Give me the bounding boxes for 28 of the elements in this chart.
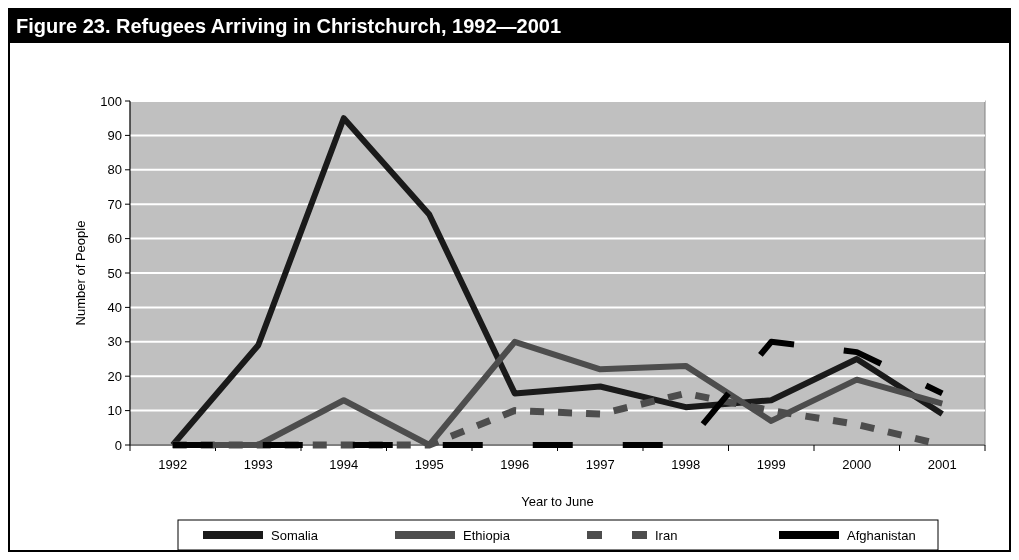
x-tick-label: 2001 [927,457,957,472]
y-tick-label: 90 [107,127,122,143]
y-tick-label: 40 [107,299,122,315]
x-tick-label: 1996 [500,457,530,472]
x-axis-title: Year to June [521,494,594,509]
legend-label: Afghanistan [847,527,916,543]
x-tick-label: 1998 [671,457,701,472]
y-tick-label: 20 [107,368,122,384]
y-axis-title: Number of People [73,220,88,326]
y-tick-label: 70 [107,196,122,212]
y-tick-label: 30 [107,334,122,350]
legend-label: Iran [655,527,678,543]
y-tick-label: 0 [114,437,122,453]
chart-title: Figure 23. Refugees Arriving in Christchurch, 1992—2001 [16,15,561,37]
y-tick-label: 100 [100,93,122,109]
x-tick-label: 2000 [842,457,872,472]
x-tick-label: 1992 [158,457,188,472]
y-tick-label: 60 [107,231,122,247]
x-tick-label: 1999 [756,457,786,472]
y-tick-label: 10 [107,403,122,419]
y-tick-label: 80 [107,162,122,178]
legend-label: Ethiopia [463,527,511,543]
x-tick-label: 1993 [243,457,273,472]
x-tick-label: 1997 [585,457,615,472]
legend-label: Somalia [271,527,319,543]
x-tick-label: 1995 [414,457,444,472]
x-tick-label: 1994 [329,457,359,472]
y-tick-label: 50 [107,265,122,281]
